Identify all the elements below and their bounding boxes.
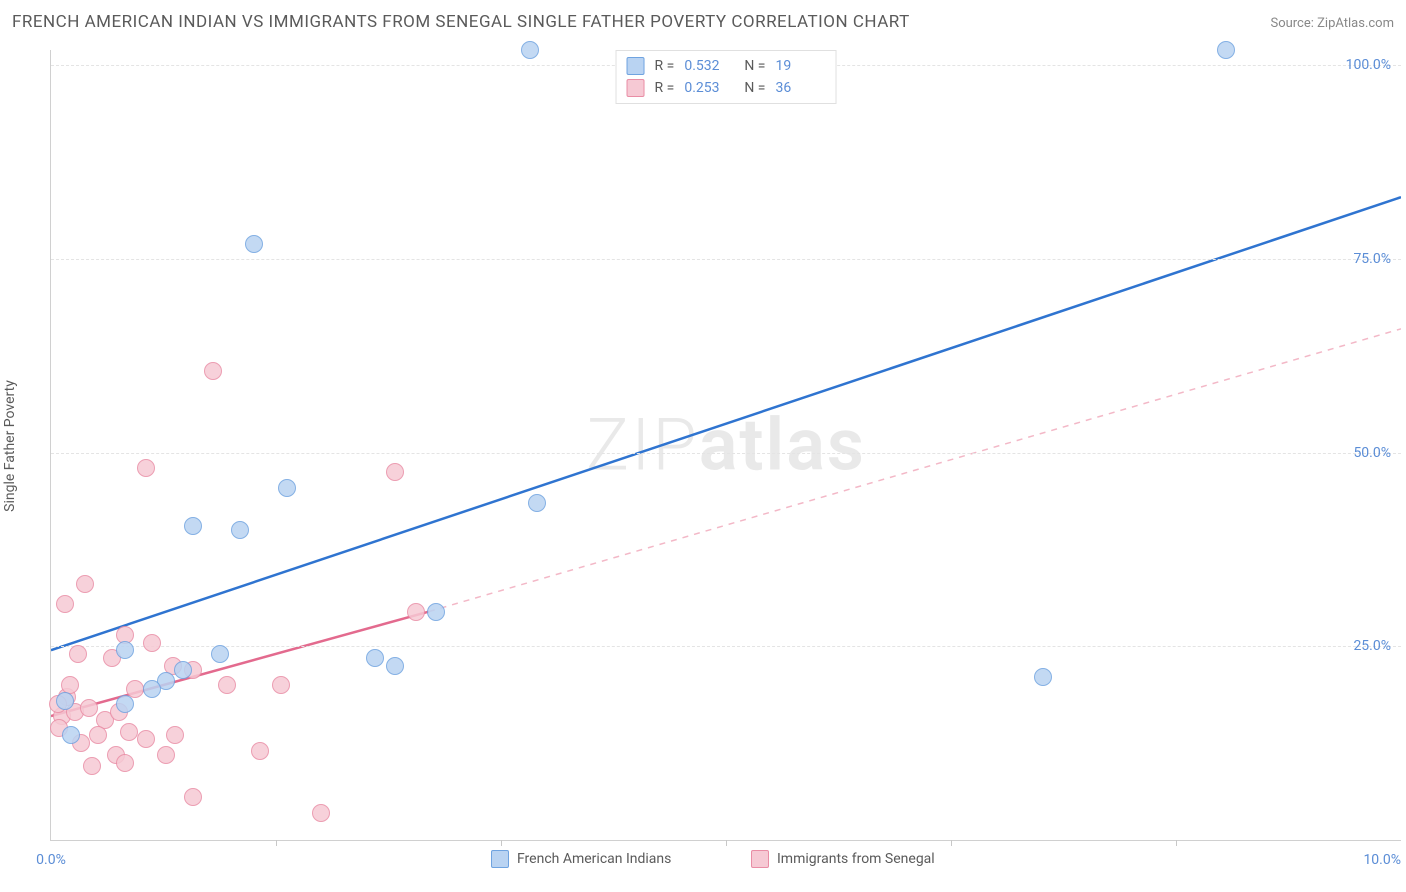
x-tick: [501, 840, 502, 846]
trendlines-svg: [51, 50, 1401, 840]
legend-r-value: 0.253: [684, 80, 734, 96]
y-tick-label: 50.0%: [1353, 445, 1391, 461]
y-tick-label: 100.0%: [1346, 57, 1391, 73]
data-point-b: [157, 746, 175, 764]
data-point-a: [211, 645, 229, 663]
data-point-b: [69, 645, 87, 663]
x-tick: [726, 840, 727, 846]
data-point-a: [62, 726, 80, 744]
legend-n-value: 36: [775, 80, 825, 96]
legend-r-label: R =: [655, 80, 675, 96]
x-tick: [276, 840, 277, 846]
data-point-b: [386, 463, 404, 481]
y-tick-label: 25.0%: [1353, 638, 1391, 654]
legend-swatch: [627, 57, 645, 75]
x-tick: [1176, 840, 1177, 846]
chart-title: FRENCH AMERICAN INDIAN VS IMMIGRANTS FRO…: [12, 12, 910, 32]
data-point-a: [231, 521, 249, 539]
x-tick-label-hi: 10.0%: [1363, 852, 1401, 868]
data-point-a: [386, 657, 404, 675]
data-point-a: [1034, 668, 1052, 686]
legend-series-label: Immigrants from Senegal: [777, 851, 935, 867]
data-point-b: [184, 788, 202, 806]
scatter-plot: ZIPatlas 25.0%50.0%75.0%100.0%0.0%10.0%R…: [50, 50, 1401, 841]
data-point-b: [89, 726, 107, 744]
data-point-a: [528, 494, 546, 512]
data-point-b: [407, 603, 425, 621]
data-point-a: [143, 680, 161, 698]
legend-swatch: [627, 79, 645, 97]
data-point-a: [245, 235, 263, 253]
data-point-b: [251, 742, 269, 760]
data-point-a: [1217, 41, 1235, 59]
data-point-a: [427, 603, 445, 621]
x-tick: [951, 840, 952, 846]
data-point-b: [116, 754, 134, 772]
data-point-b: [218, 676, 236, 694]
x-tick-label-lo: 0.0%: [36, 852, 66, 868]
data-point-b: [204, 362, 222, 380]
data-point-a: [366, 649, 384, 667]
watermark: ZIPatlas: [586, 403, 866, 488]
data-point-b: [166, 726, 184, 744]
source-attribution: Source: ZipAtlas.com: [1270, 16, 1394, 31]
data-point-b: [143, 634, 161, 652]
legend-n-value: 19: [775, 58, 825, 74]
data-point-b: [80, 699, 98, 717]
data-point-b: [56, 595, 74, 613]
data-point-b: [76, 575, 94, 593]
legend-series-b: Immigrants from Senegal: [751, 850, 935, 868]
data-point-a: [116, 641, 134, 659]
legend-series-a: French American Indians: [491, 850, 671, 868]
y-axis-label: Single Father Poverty: [2, 380, 18, 512]
data-point-a: [116, 695, 134, 713]
data-point-b: [137, 459, 155, 477]
legend-swatch: [491, 850, 509, 868]
data-point-a: [174, 661, 192, 679]
legend-n-label: N =: [744, 80, 765, 96]
legend-swatch: [751, 850, 769, 868]
legend-r-value: 0.532: [684, 58, 734, 74]
data-point-b: [137, 730, 155, 748]
gridline: [51, 259, 1401, 260]
data-point-a: [184, 517, 202, 535]
data-point-b: [312, 804, 330, 822]
trendline: [429, 329, 1401, 612]
y-tick-label: 75.0%: [1353, 251, 1391, 267]
data-point-a: [278, 479, 296, 497]
trendline: [51, 197, 1401, 650]
data-point-a: [521, 41, 539, 59]
gridline: [51, 453, 1401, 454]
legend-r-label: R =: [655, 58, 675, 74]
legend-stats: R = 0.532 N = 19 R = 0.253 N = 36: [616, 50, 837, 104]
legend-series-label: French American Indians: [517, 851, 671, 867]
data-point-b: [272, 676, 290, 694]
data-point-a: [56, 692, 74, 710]
data-point-b: [83, 757, 101, 775]
legend-n-label: N =: [744, 58, 765, 74]
gridline: [51, 646, 1401, 647]
